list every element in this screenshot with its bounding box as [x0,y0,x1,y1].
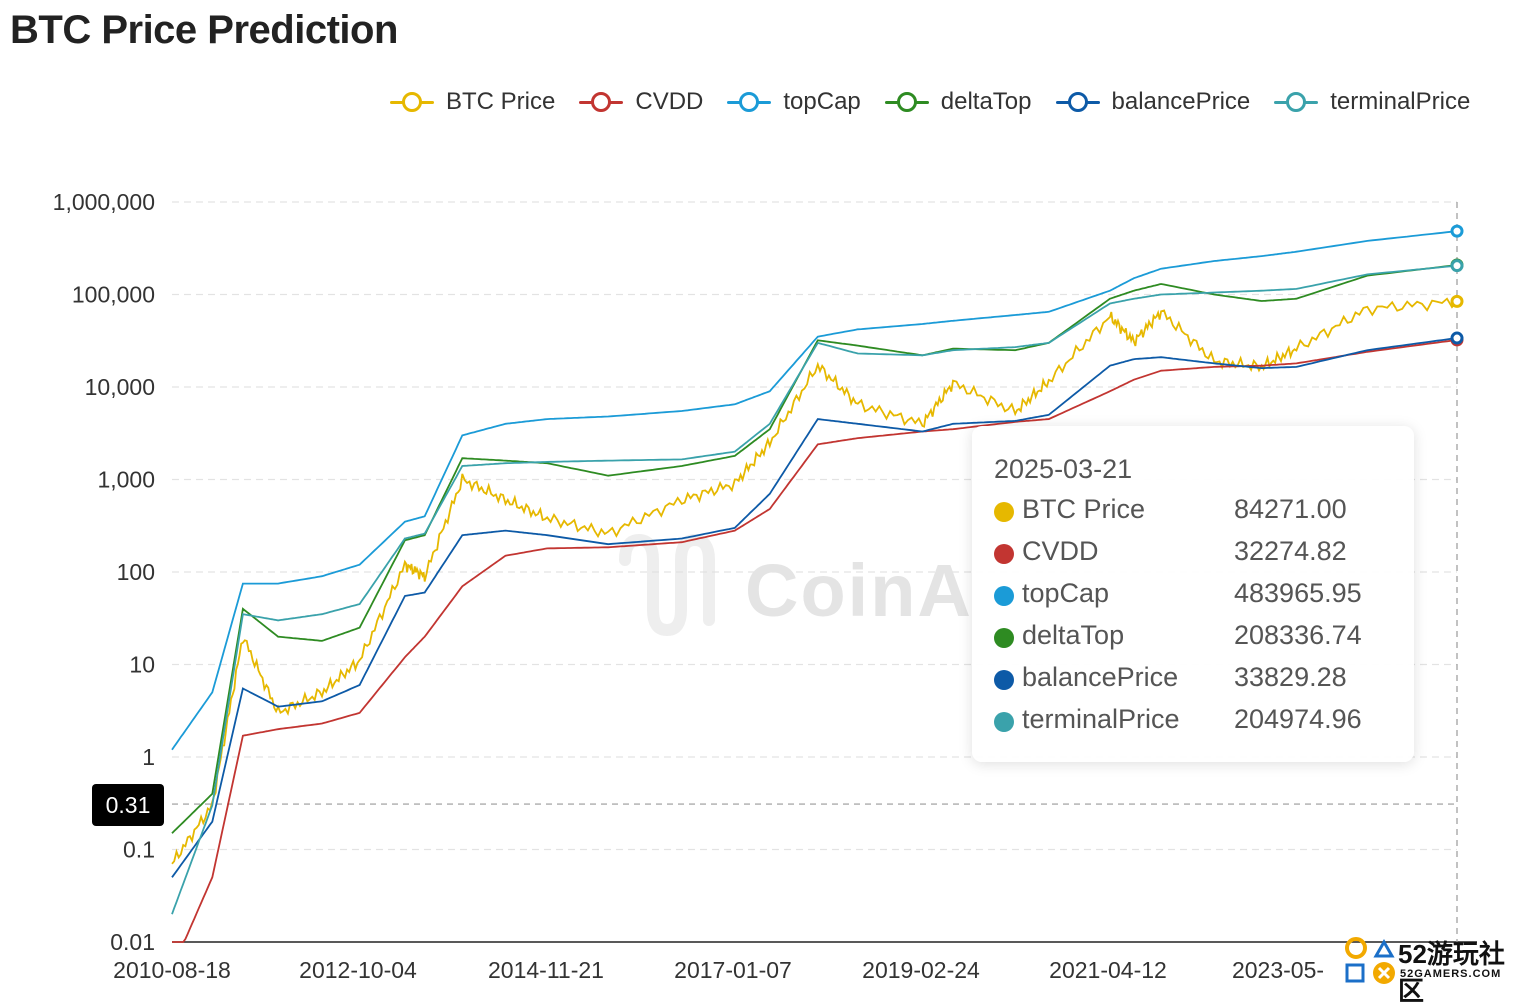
series-endpoint-marker [1450,224,1464,238]
x-tick-label: 2010-08-18 [113,957,231,983]
tooltip-series-value: 84271.00 [1234,494,1347,524]
series-endpoint-marker [1450,259,1464,273]
y-tick-label: 0.1 [123,837,155,863]
tooltip-row: BTC Price 84271.00 [994,494,1394,528]
legend-marker-icon [1274,92,1319,112]
tooltip-dot-icon [994,586,1014,606]
legend-label: terminalPrice [1330,88,1471,115]
x-tick-label: 2012-10-04 [299,957,417,983]
legend-item[interactable]: topCap [727,88,861,116]
y-axis: 0.01 0.1 1 10 100 1,000 10,000 100,000 1,000,000 [53,189,155,955]
tooltip-row: topCap 483965.95 [994,578,1394,612]
tooltip-series-value: 208336.74 [1234,620,1362,650]
tooltip-dot-icon [994,544,1014,564]
crosshair-y-label: 0.31 [92,784,164,826]
legend-item[interactable]: CVDD [579,88,703,116]
tooltip-series-value: 204974.96 [1234,704,1362,734]
y-tick-label: 1,000 [97,467,155,493]
legend-label: deltaTop [940,88,1032,115]
tooltip-dot-icon [994,502,1014,522]
tooltip-row: terminalPrice 204974.96 [994,704,1394,738]
tooltip-series-name: deltaTop [1022,620,1125,650]
x-tick-label: 2014-11-21 [488,957,604,983]
tooltip: 2025-03-21 BTC Price 84271.00 CVDD 32274.82… [972,426,1414,762]
legend-item[interactable]: terminalPrice [1274,88,1470,116]
tooltip-row: deltaTop 208336.74 [994,620,1394,654]
tooltip-row: CVDD 32274.82 [994,536,1394,570]
site-badge-icon [1345,937,1395,984]
tooltip-dot-icon [994,628,1014,648]
legend-item[interactable]: balancePrice [1055,88,1251,116]
x-tick-label: 2019-02-24 [862,957,980,983]
legend-marker-icon [727,92,772,112]
y-tick-label: 0.01 [110,929,155,955]
tooltip-series-value: 483965.95 [1234,578,1362,608]
x-tick-label: 2023-05- [1232,957,1324,983]
legend-item[interactable]: deltaTop [884,88,1032,116]
legend-marker-icon [390,92,434,112]
tooltip-date: 2025-03-21 [994,454,1133,484]
crosshair [172,202,1458,942]
series-line [172,339,1458,943]
tooltip-row: balancePrice 33829.28 [994,662,1394,696]
series-endpoints [1450,224,1464,347]
series-endpoint-marker [1450,331,1464,345]
y-tick-label: 1,000,000 [53,189,155,215]
series-line [171,264,1458,834]
series-line [171,230,1458,751]
tooltip-series-name: BTC Price [1022,494,1146,524]
x-tick-label: 2021-04-12 [1049,957,1167,983]
tooltip-series-name: CVDD [1022,536,1099,566]
series-line [171,297,1458,865]
y-tick-label: 100 [117,559,155,585]
legend-label: BTC Price [446,88,556,115]
legend-marker-icon [1055,92,1100,112]
series-endpoint-marker [1450,294,1464,308]
legend-item[interactable]: BTC Price [390,88,555,116]
legend-label: CVDD [635,88,704,115]
tooltip-dot-icon [994,670,1014,690]
tooltip-series-value: 32274.82 [1234,536,1347,566]
y-tick-label: 10,000 [85,374,155,400]
watermark-logo-icon [619,533,715,637]
chart-title: BTC Price Prediction [10,8,398,52]
x-axis: 2010-08-18 2012-10-04 2014-11-21 2017-01-07… [113,941,1477,983]
legend-marker-icon [579,92,624,112]
y-tick-label: 10 [129,652,155,678]
legend: BTC Price CVDD topCap deltaTop balancePrice t… [390,88,1494,116]
y-tick-label: 100,000 [72,282,155,308]
series-line [171,264,1458,915]
tooltip-series-name: topCap [1022,578,1110,608]
y-tick-label: 1 [142,744,155,770]
tooltip-series-name: terminalPrice [1022,704,1180,734]
x-tick-label: 2017-01-07 [674,957,792,983]
site-badge-url: 52GAMERS.COM [1400,968,1502,980]
legend-label: balancePrice [1111,88,1251,115]
series-lines [171,230,1458,943]
tooltip-dot-icon [994,712,1014,732]
tooltip-series-name: balancePrice [1022,662,1179,692]
series-line [171,337,1458,878]
tooltip-series-value: 33829.28 [1234,662,1347,692]
legend-marker-icon [884,92,929,112]
legend-label: topCap [783,88,861,115]
